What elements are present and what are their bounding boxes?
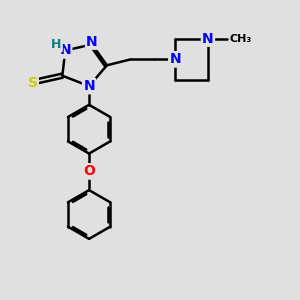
Text: N: N — [83, 79, 95, 93]
Text: N: N — [169, 52, 181, 66]
Text: CH₃: CH₃ — [230, 34, 252, 44]
Text: N: N — [59, 44, 71, 57]
Text: N: N — [86, 34, 98, 49]
Text: N: N — [202, 32, 214, 46]
Text: H: H — [51, 38, 62, 51]
Text: O: O — [83, 164, 95, 178]
Text: S: S — [28, 76, 38, 90]
